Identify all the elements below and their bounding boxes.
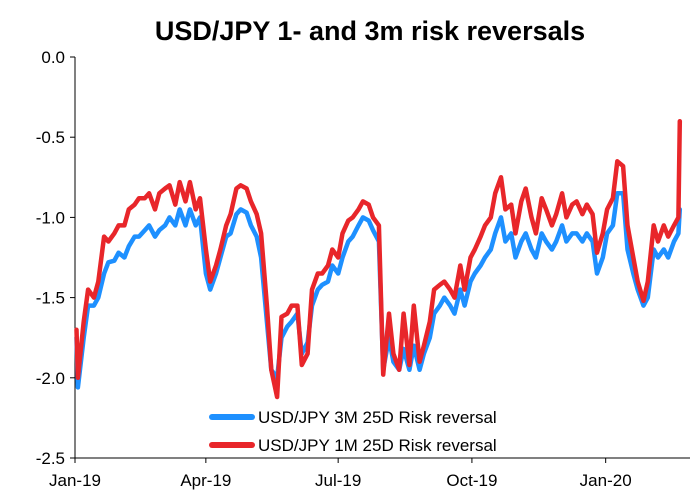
y-tick-label: -1.0 (36, 208, 65, 227)
x-ticks: Jan-19 Apr-19 Jul-19 Oct-19 Jan-20 (49, 458, 632, 490)
x-tick-label: Jan-20 (580, 471, 632, 490)
y-tick-label: 0.0 (41, 48, 65, 67)
legend: USD/JPY 3M 25D Risk reversal USD/JPY 1M 2… (209, 408, 497, 455)
legend-label: USD/JPY 1M 25D Risk reversal (258, 436, 497, 455)
series-line-1m (74, 118, 683, 400)
x-tick-label: Oct-19 (446, 471, 497, 490)
x-tick-label: Apr-19 (180, 471, 231, 490)
chart-title: USD/JPY 1- and 3m risk reversals (155, 16, 585, 46)
y-tick-label: -2.0 (36, 369, 65, 388)
y-tick-label: -0.5 (36, 128, 65, 147)
y-tick-label: -2.5 (36, 449, 65, 468)
legend-label: USD/JPY 3M 25D Risk reversal (258, 408, 497, 427)
series-layer (74, 118, 683, 400)
y-tick-label: -1.5 (36, 289, 65, 308)
y-ticks: 0.0 -0.5 -1.0 -1.5 -2.0 -2.5 (36, 48, 75, 468)
x-tick-label: Jul-19 (315, 471, 361, 490)
x-tick-label: Jan-19 (49, 471, 101, 490)
